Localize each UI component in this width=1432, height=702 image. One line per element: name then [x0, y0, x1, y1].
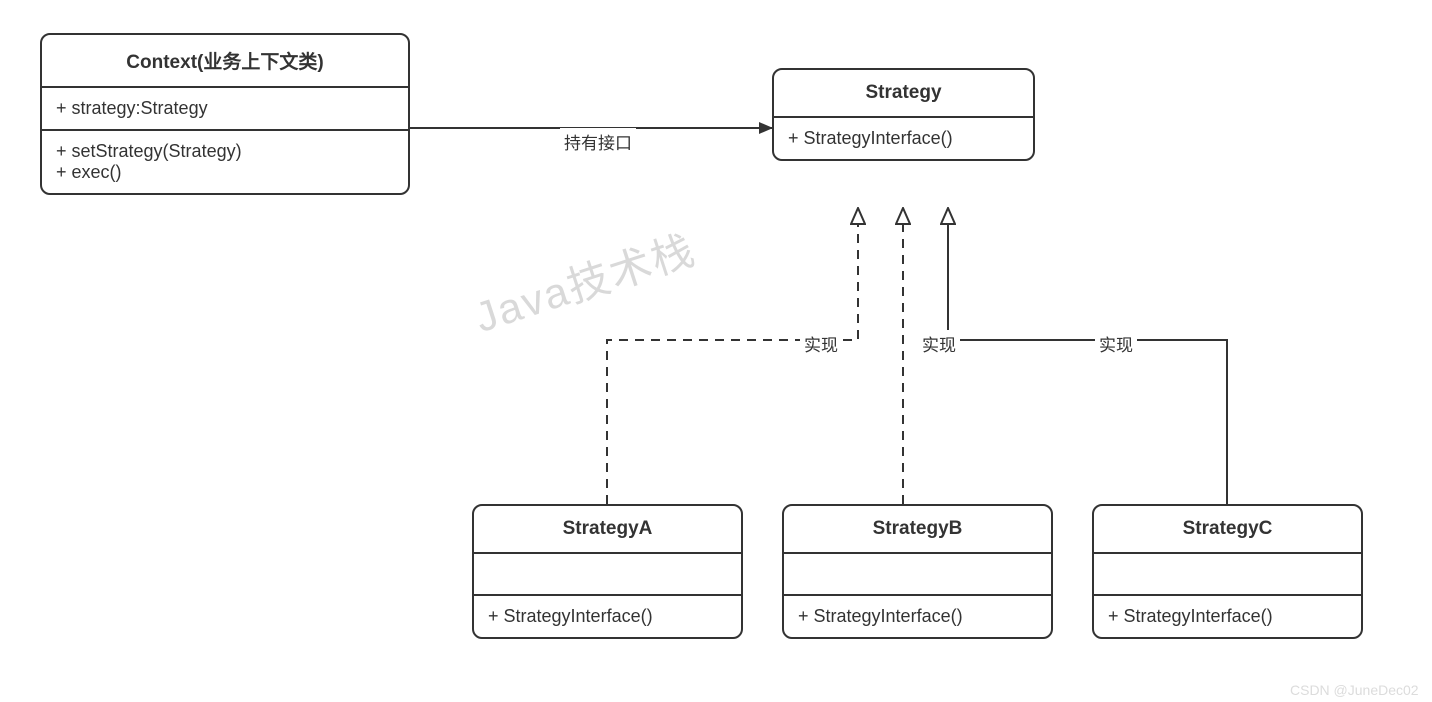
- class-strategy-a: StrategyA + StrategyInterface(): [472, 504, 743, 639]
- method-line: + StrategyInterface(): [788, 128, 1019, 149]
- class-title: StrategyA: [474, 506, 741, 554]
- edge-label-impl-b: 实现: [918, 330, 960, 357]
- edge-label-impl-a: 实现: [800, 330, 842, 357]
- method-line: + StrategyInterface(): [798, 606, 1037, 627]
- class-title: StrategyC: [1094, 506, 1361, 554]
- class-attributes-empty: [1094, 554, 1361, 596]
- class-title: Strategy: [774, 70, 1033, 118]
- class-title: Context(业务上下文类): [42, 35, 408, 88]
- watermark-text: Java技术栈: [466, 216, 702, 345]
- method-line: + StrategyInterface(): [1108, 606, 1347, 627]
- class-attributes-empty: [784, 554, 1051, 596]
- class-title: StrategyB: [784, 506, 1051, 554]
- class-methods: + StrategyInterface(): [1094, 596, 1361, 637]
- class-methods: + StrategyInterface(): [474, 596, 741, 637]
- class-strategy: Strategy + StrategyInterface(): [772, 68, 1035, 161]
- corner-watermark: CSDN @JuneDec02: [1290, 682, 1419, 698]
- class-context: Context(业务上下文类) + strategy:Strategy + se…: [40, 33, 410, 195]
- class-strategy-c: StrategyC + StrategyInterface(): [1092, 504, 1363, 639]
- method-line: + setStrategy(Strategy): [56, 141, 394, 162]
- method-line: + exec(): [56, 162, 394, 183]
- edge-label-holds: 持有接口: [560, 128, 636, 155]
- class-methods: + StrategyInterface(): [784, 596, 1051, 637]
- class-attributes-empty: [474, 554, 741, 596]
- class-methods: + setStrategy(Strategy) + exec(): [42, 131, 408, 193]
- edge-c-implements: [948, 208, 1227, 504]
- class-strategy-b: StrategyB + StrategyInterface(): [782, 504, 1053, 639]
- class-methods: + StrategyInterface(): [774, 118, 1033, 159]
- edge-label-impl-c: 实现: [1095, 330, 1137, 357]
- class-attributes: + strategy:Strategy: [42, 88, 408, 131]
- diagram-canvas: Java技术栈 Context(业务上下文类) + strategy:Strat…: [0, 0, 1432, 702]
- attribute-line: + strategy:Strategy: [56, 98, 394, 119]
- method-line: + StrategyInterface(): [488, 606, 727, 627]
